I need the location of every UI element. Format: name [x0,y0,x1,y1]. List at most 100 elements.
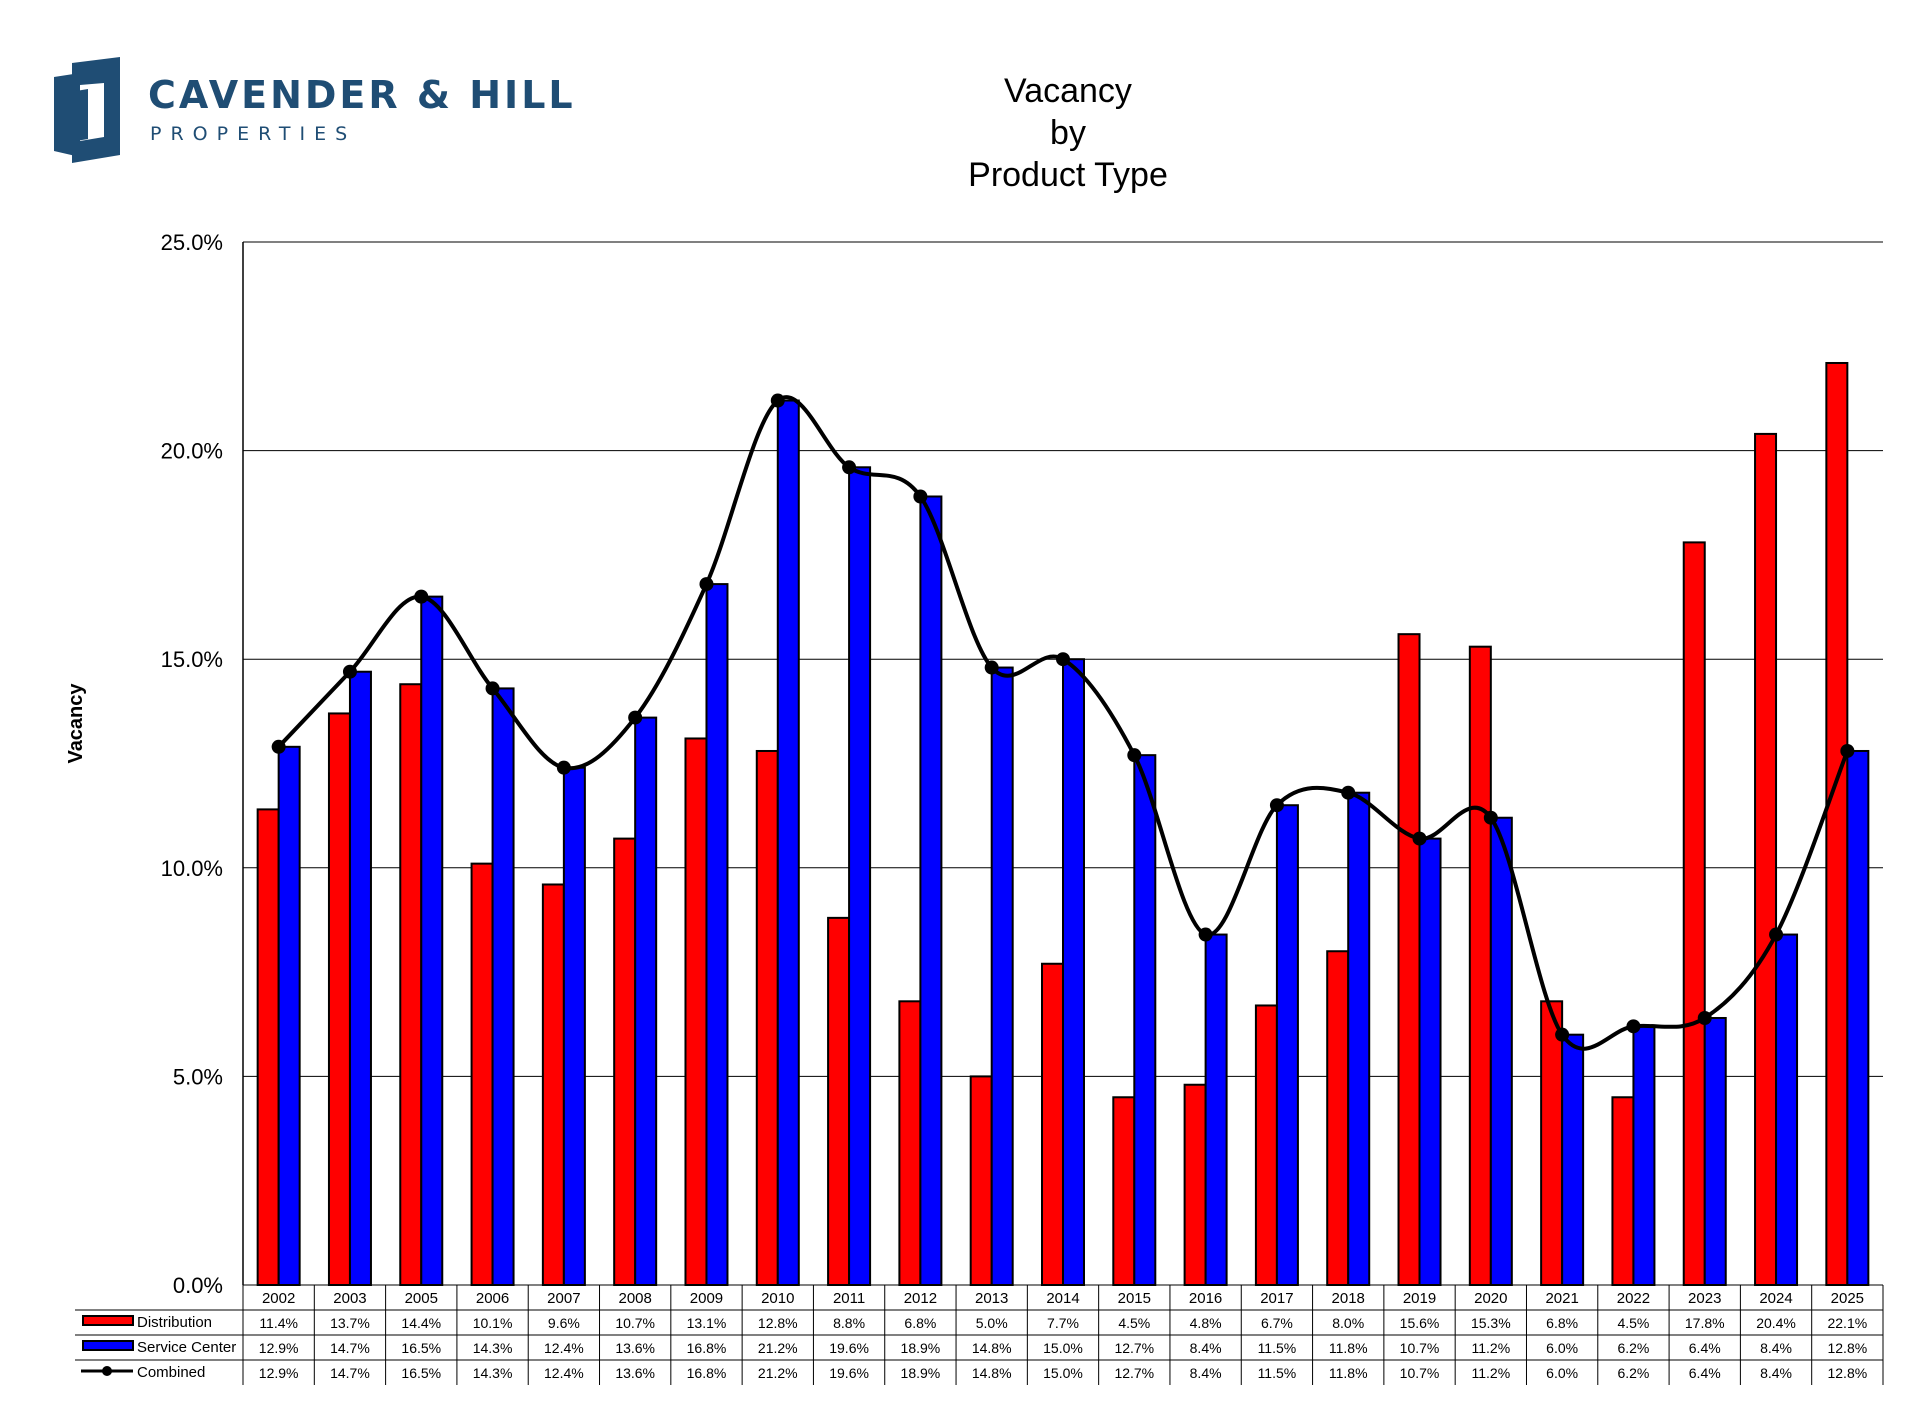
x-tick-label: 2006 [476,1290,509,1307]
combined-data-label: 15.0% [1043,1365,1083,1381]
x-tick-label: 2020 [1474,1290,1507,1307]
service-center-bar [1632,1025,1656,1287]
distribution-data-label: 11.4% [259,1315,298,1331]
combined-point [1127,748,1142,763]
distribution-bar [1112,1096,1136,1287]
y-tick-label: 5.0% [173,1064,223,1089]
x-tick-label: 2008 [618,1290,651,1307]
x-tick-label: 2024 [1759,1290,1792,1307]
service-center-data-label: 21.2% [758,1340,798,1356]
combined-data-label: 21.2% [758,1365,798,1381]
x-tick-label: 2011 [833,1290,865,1307]
distribution-data-label: 22.1% [1827,1315,1867,1331]
logo-name: CAVENDER & HILL [148,73,576,117]
distribution-data-label: 13.7% [330,1315,370,1331]
service-center-bar [634,716,658,1286]
y-tick-label: 15.0% [161,647,223,672]
service-center-bar [562,766,586,1286]
distribution-data-label: 17.8% [1685,1315,1725,1331]
y-tick-label: 10.0% [161,856,223,881]
x-tick-label: 2016 [1189,1290,1222,1307]
distribution-bar [613,837,637,1286]
distribution-bar [1468,645,1492,1286]
x-tick-label: 2007 [547,1290,580,1307]
x-tick-label: 2025 [1831,1290,1864,1307]
service-center-data-label: 12.9% [259,1340,299,1356]
service-center-bar [1204,933,1228,1286]
distribution-data-label: 8.0% [1332,1315,1364,1331]
combined-point [1769,927,1784,942]
distribution-bar [827,916,851,1286]
combined-data-label: 13.6% [615,1365,655,1381]
distribution-data-label: 12.8% [758,1315,798,1331]
combined-point [1840,743,1855,758]
distribution-bar [470,862,494,1286]
distribution-data-label: 4.5% [1118,1315,1150,1331]
service-center-data-label: 16.8% [687,1340,727,1356]
service-center-data-label: 6.2% [1617,1340,1649,1356]
service-center-data-label: 6.4% [1689,1340,1721,1356]
combined-data-label: 12.7% [1114,1365,1154,1381]
distribution-bar [327,712,351,1286]
distribution-bar [898,1000,922,1287]
service-center-data-label: 15.0% [1043,1340,1083,1356]
combined-point [1198,927,1213,942]
service-center-data-label: 13.6% [615,1340,655,1356]
service-center-bar [348,670,372,1286]
combined-data-label: 6.0% [1546,1365,1578,1381]
distribution-bar [1825,361,1849,1287]
combined-data-label: 11.5% [1258,1365,1297,1381]
x-tick-label: 2003 [333,1290,366,1307]
combined-point [1412,831,1427,846]
x-tick-label: 2005 [405,1290,438,1307]
service-center-bar [1275,804,1299,1286]
combined-point [1269,798,1284,813]
logo: CAVENDER & HILL PROPERTIES [50,55,573,170]
service-center-bar [1703,1016,1727,1286]
combined-point [1697,1010,1712,1025]
combined-data-label: 8.4% [1760,1365,1792,1381]
service-center-bar [491,687,515,1286]
distribution-bar [1540,1000,1564,1287]
combined-legend-marker [102,1366,112,1376]
x-tick-label: 2022 [1617,1290,1650,1307]
title-line: by [1050,114,1086,152]
distribution-bar [1754,432,1778,1286]
title-line: Vacancy [1004,72,1132,110]
combined-point [414,589,429,604]
service-center-data-label: 6.0% [1546,1340,1578,1356]
combined-point [842,460,857,475]
combined-point [1483,810,1498,825]
distribution-data-label: 6.8% [1546,1315,1578,1331]
combined-point [699,577,714,592]
distribution-bar [1183,1083,1207,1287]
combined-data-label: 14.3% [473,1365,513,1381]
combined-data-label: 6.4% [1689,1365,1721,1381]
chart-title: Vacancy by Product Type [768,70,1368,196]
distribution-bar [256,808,280,1287]
distribution-data-label: 8.8% [833,1315,865,1331]
distribution-bar [541,883,565,1286]
y-axis-label: Vacancy [65,683,87,764]
combined-point [1626,1019,1641,1034]
distribution-bar [1254,1004,1278,1286]
distribution-bar [969,1075,993,1287]
service-center-data-label: 11.8% [1329,1340,1368,1356]
x-tick-label: 2002 [262,1290,295,1307]
distribution-legend-label: Distribution [137,1314,212,1331]
combined-point [1056,652,1070,667]
logo-subtitle: PROPERTIES [150,123,357,145]
combined-point [556,760,571,775]
combined-point [1341,785,1356,800]
service-center-bar [1418,837,1442,1286]
combined-data-label: 6.2% [1617,1365,1649,1381]
service-center-data-label: 14.7% [330,1340,370,1356]
distribution-bar [1682,541,1706,1286]
service-center-legend-swatch [82,1340,134,1351]
distribution-data-label: 15.6% [1400,1315,1440,1331]
x-tick-label: 2023 [1688,1290,1721,1307]
service-center-bar [277,745,301,1286]
title-line: Product Type [968,156,1168,194]
service-center-bar [1489,816,1513,1287]
